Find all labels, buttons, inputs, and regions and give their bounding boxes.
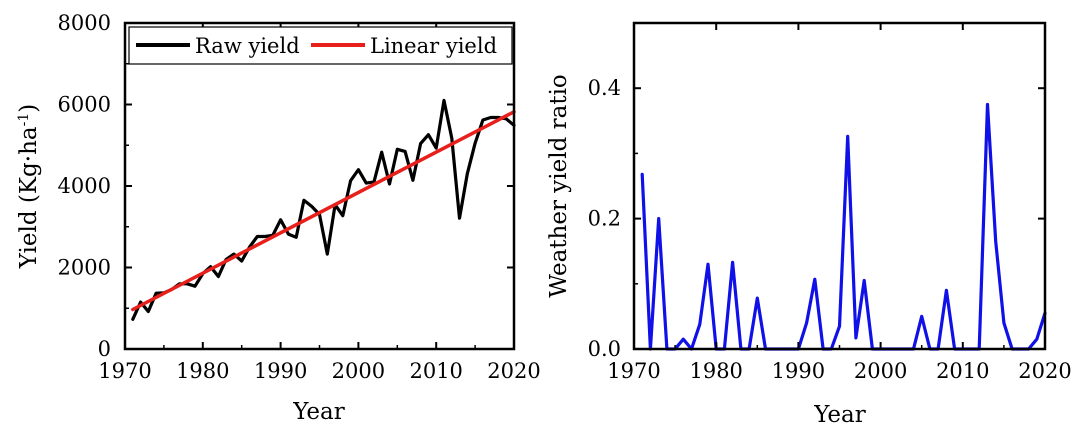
yield-x-axis-title: Year [292, 399, 345, 425]
series-line-linear-yield [131, 110, 516, 312]
ratio-x-tick-label: 2010 [936, 359, 989, 383]
yield-legend: Raw yield Linear yield [128, 26, 513, 65]
ratio-y-axis-title: Weather yield ratio [546, 74, 572, 298]
yield-series-group [131, 98, 516, 321]
ratio-x-axis-title: Year [813, 402, 866, 425]
yield-y-tick-label: 0 [98, 337, 111, 361]
yield-x-tick-label: 1980 [176, 359, 229, 383]
yield-y-tick-label: 2000 [58, 256, 111, 280]
ratio-x-tick-label: 2020 [1018, 359, 1071, 383]
yield-y-tick-label: 4000 [58, 174, 111, 198]
yield-y-axis-title-close: ) [16, 104, 42, 113]
yield-x-tick-label: 1970 [98, 359, 151, 383]
yield-y-axis-title-superscript: -1 [16, 113, 32, 127]
yield-chart: 1970 1980 1990 2000 2010 2020 0 2000 4000 6000 800… [16, 11, 541, 425]
series-line-raw-yield [131, 98, 516, 321]
weather-yield-ratio-chart: 1970 1980 1990 2000 2010 2020 0.0 0.2 0.4 Year W… [546, 21, 1072, 428]
yield-y-axis-title: Yield (Kg·ha-1) [16, 104, 42, 269]
yield-y-axis-title-main: Yield (Kg·ha [16, 126, 42, 269]
yield-x-tick-label: 2000 [332, 359, 385, 383]
ratio-x-tick-label: 1970 [607, 359, 660, 383]
ratio-x-tick-label: 2000 [854, 359, 907, 383]
yield-x-tick-label: 2010 [409, 359, 462, 383]
legend-label-raw-yield: Raw yield [195, 34, 300, 58]
yield-y-tick-label: 6000 [58, 93, 111, 117]
yield-x-tick-label: 2020 [487, 359, 540, 383]
ratio-y-tick-label: 0.0 [588, 337, 621, 361]
ratio-y-tick-label: 0.2 [588, 207, 621, 231]
yield-x-tick-label: 1990 [254, 359, 307, 383]
yield-legend-box [128, 26, 513, 65]
ratio-x-tick-label: 1990 [772, 359, 825, 383]
ratio-y-tick-label: 0.4 [588, 76, 621, 100]
yield-y-tick-label: 8000 [58, 11, 111, 35]
ratio-x-tick-label: 1980 [689, 359, 742, 383]
ratio-axes: 1970 1980 1990 2000 2010 2020 0.0 0.2 0.4 [588, 23, 1072, 383]
legend-label-linear-yield: Linear yield [370, 34, 497, 58]
yield-plot-area [125, 23, 514, 349]
